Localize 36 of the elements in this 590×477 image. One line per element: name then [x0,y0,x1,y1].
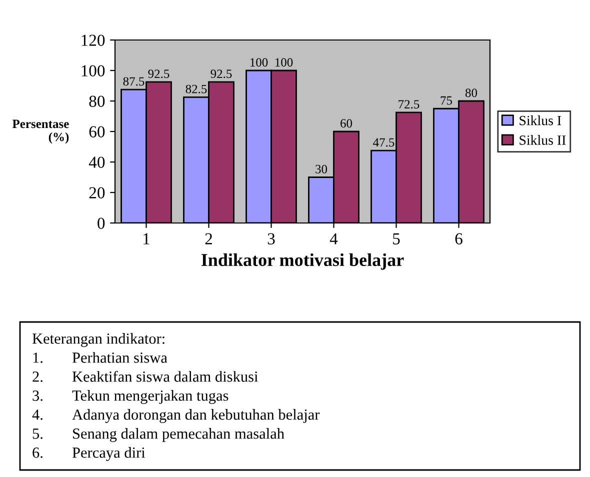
data-label: 82.5 [186,84,207,94]
legend-label: Siklus II [520,135,566,145]
text: Keterangan indikator: [32,333,164,347]
text: 3. Tekun mengerjakan tugas [32,390,228,404]
text: 2. Keaktifan siswa dalam diskusi [32,370,258,382]
data-label: 100 [275,58,293,67]
data-label: 87.5 [123,77,144,86]
data-label: 92.5 [148,70,170,78]
x-tick-label: 5 [393,233,400,244]
data-label: 75 [440,96,452,105]
text: 4. Adanya dorongan dan kebutuhan belajar [32,409,320,423]
text: 5. Senang dalam pemecahan masalah [32,428,284,442]
x-tick-label: 4 [330,233,338,244]
y-tick-label: 100 [82,65,105,76]
data-label: 72.5 [398,100,420,109]
x-tick-label: 6 [455,233,462,244]
text: 1. Perhatian siswa [33,352,168,363]
x-tick-label: 2 [205,233,212,244]
data-label: 30 [316,164,328,174]
data-label: 80 [465,88,478,98]
y-axis-title: Persentase (%) [12,120,69,144]
data-label: 47.5 [373,138,394,147]
y-tick-label: 40 [88,156,105,168]
text: 6. Percaya diri [32,447,146,461]
data-label: 60 [340,119,352,128]
x-tick-label: 3 [268,233,275,244]
y-tick-label: 0 [98,218,105,229]
legend-label: Siklus I [520,115,562,126]
data-label: 100 [250,58,268,67]
y-tick-label: 80 [89,96,105,107]
data-label: 92.5 [210,70,232,78]
y-tick-label: 120 [82,34,105,46]
y-tick-label: 20 [89,187,105,198]
x-tick-label: 1 [144,233,150,244]
y-tick-label: 60 [89,126,105,138]
x-axis-title: Indikator motivasi belajar [201,253,404,270]
